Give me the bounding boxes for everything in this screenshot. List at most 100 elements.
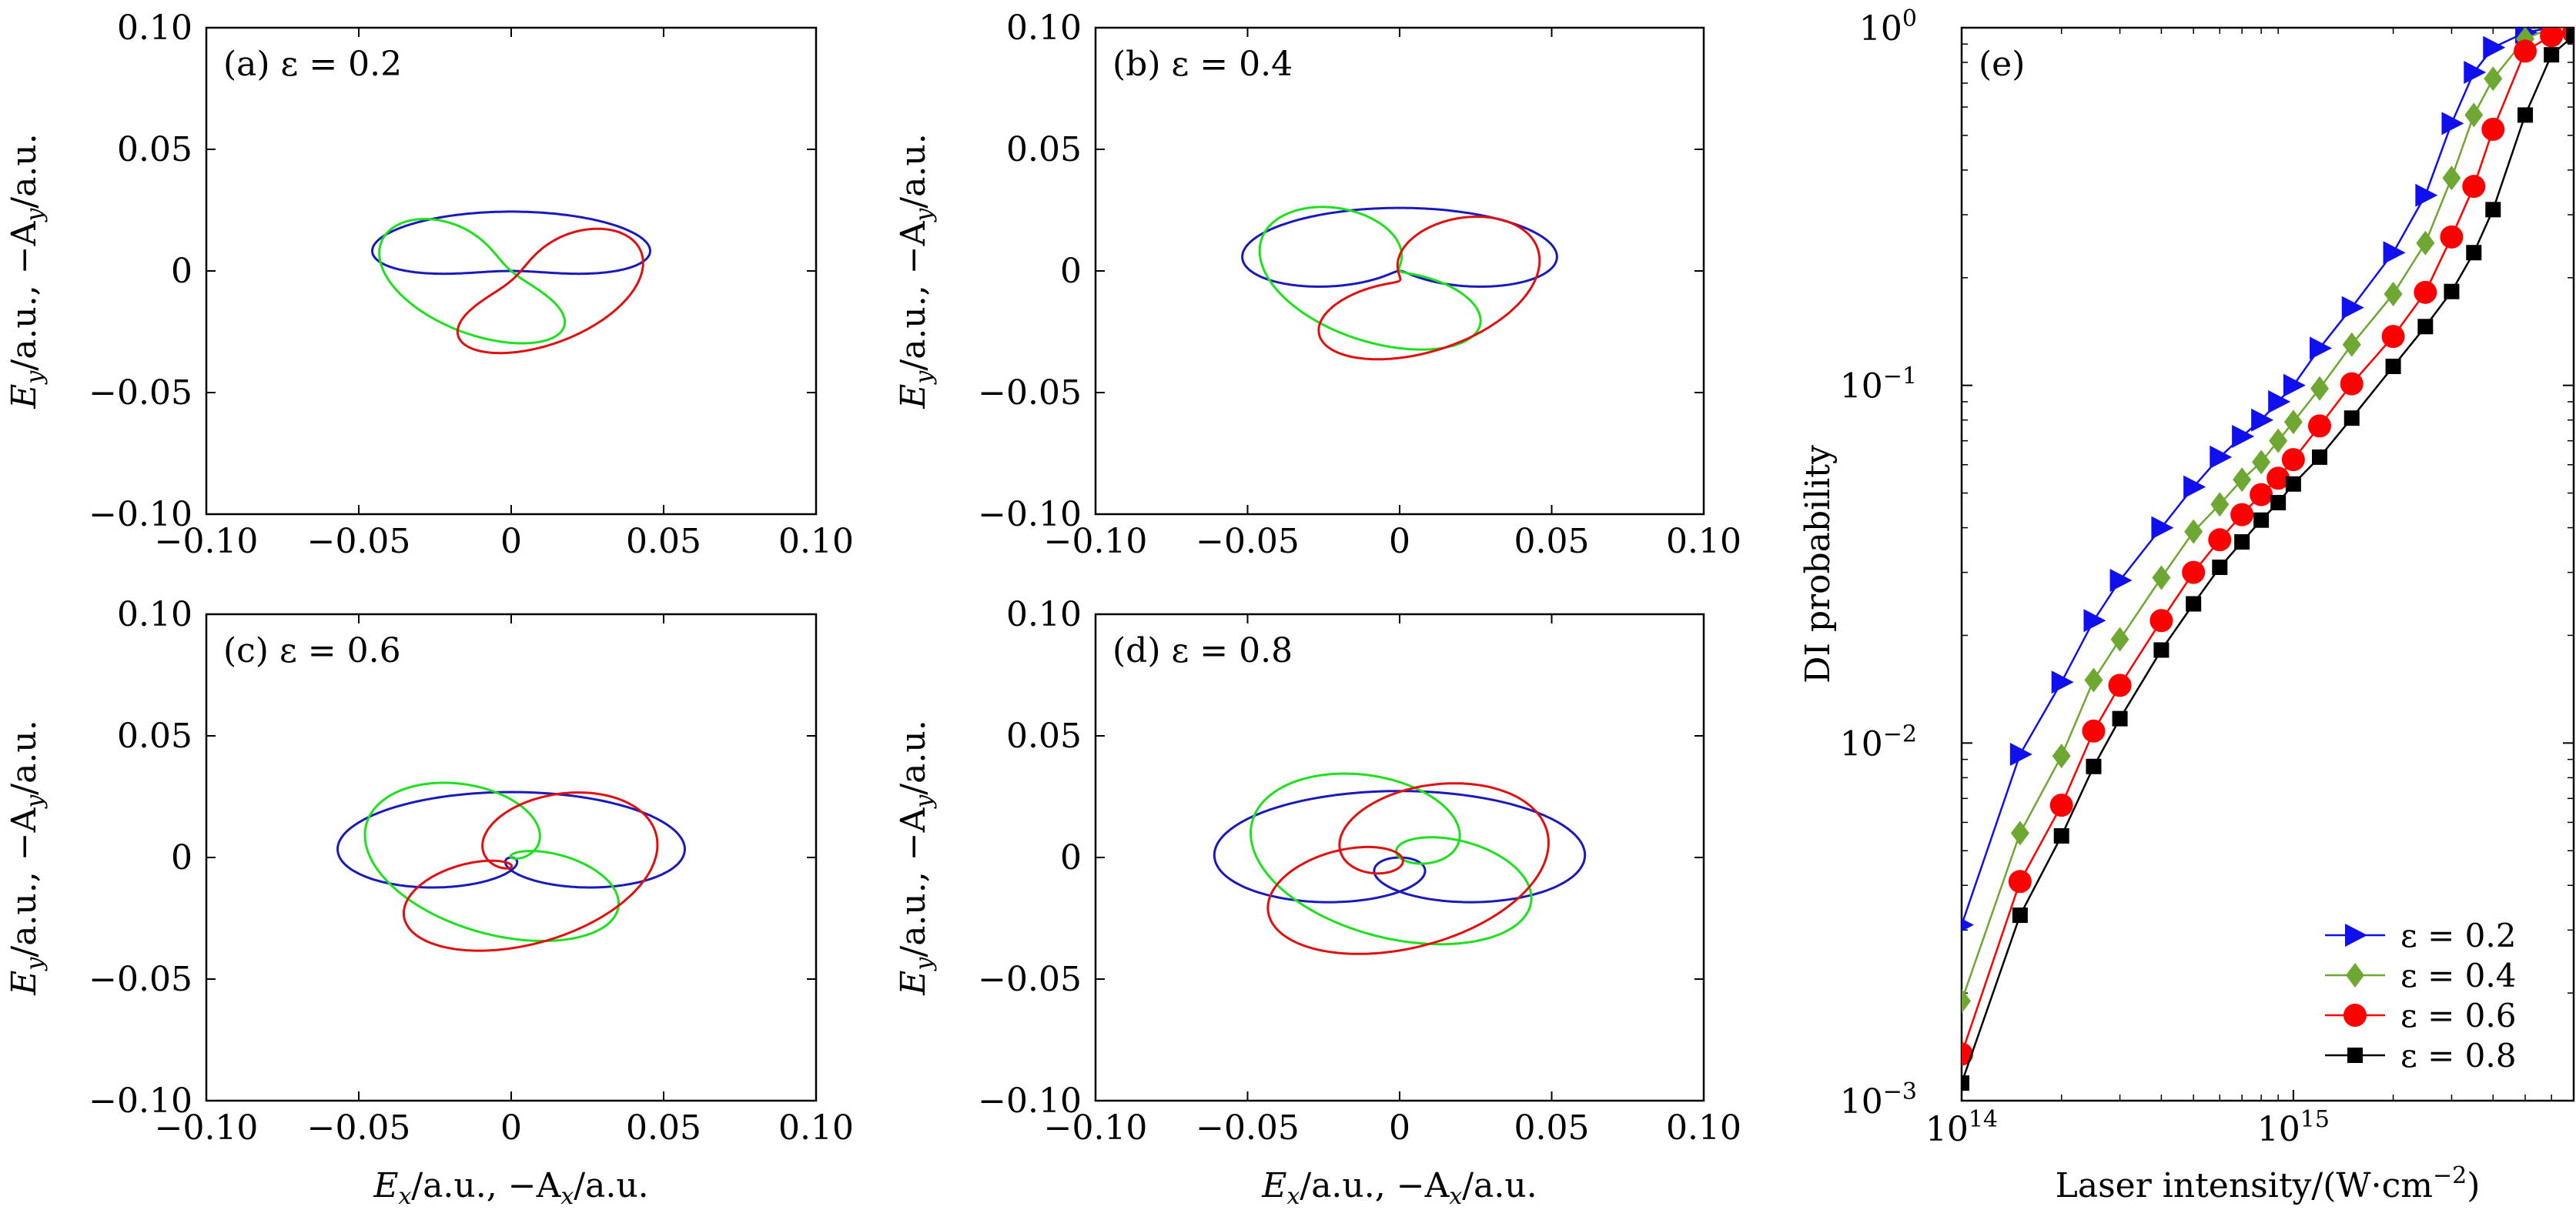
panel-d-ylabel-part: y [911,957,938,972]
panel-e-ylabel: DI probability [1798,445,1838,684]
panel-e-point-eps-04 [2516,28,2535,52]
panel-e-line-eps-06 [1962,31,2574,1055]
panel-d-ylabel-part: /a.u. [894,720,933,794]
panel-e-point-eps-04 [2269,428,2288,453]
panel-e-xlabel-part: ) [2467,1166,2480,1205]
panel-b-series-red [1317,215,1541,361]
panel-d-y-tick-label: 0.10 [1006,595,1082,634]
panel-e-line-eps-08 [1962,35,2574,1084]
panel-e-point-eps-08 [2053,827,2069,844]
legend-marker-eps-08 [2347,1048,2363,1063]
legend-label-eps-08: ε = 0.8 [2400,1037,2516,1075]
panel-e-point-eps-02 [2283,373,2306,397]
panel-e-point-eps-06 [2281,448,2305,472]
panel-c-xlabel-part: x [560,1183,574,1210]
panel-d-ylabel: Ey/a.u., −Ay/a.u. [894,720,938,995]
panel-e-point-eps-08 [2086,758,2102,774]
panel-a-y-tick-label: −0.05 [89,373,192,413]
panel-d-ylabel-part: /a.u., −A [894,807,933,957]
panel-c-ylabel-part: E [5,971,44,996]
panel-c-x-tick-label: −0.10 [155,1108,259,1148]
panel-e-point-eps-04 [2084,667,2103,693]
panel-e-x-tick-label: 1015 [2257,1106,2330,1149]
panel-e-point-eps-04 [2210,492,2230,517]
panel-e-xlabel-part: −2 [2433,1162,2467,1189]
panel-c-y-tick-label: −0.10 [89,1081,192,1121]
panel-a-x-tick-label: −0.05 [307,522,411,561]
panel-d-y-tick-label: 0 [1060,838,1082,877]
panel-e-y-tick-label: 100 [1859,5,1917,48]
panel-e-point-eps-06 [2250,483,2273,506]
panel-c-label: (c) ε = 0.6 [223,631,401,670]
panel-e-point-eps-02 [2009,742,2032,766]
panel-e-y-tick-exp: −3 [1883,1078,1917,1105]
panel-b-ylabel-part: /a.u. [894,133,933,208]
panel-c-xlabel-part: E [373,1166,398,1205]
panel-a-y-tick-label: 0.05 [117,130,192,169]
panel-e-y-tick-label: 10−2 [1840,720,1917,764]
panel-e-point-eps-06 [2514,39,2538,63]
panel-d-ylabel-part: y [911,794,938,810]
panel-e-point-eps-04 [2342,332,2361,357]
panel-e-line-eps-04 [1962,28,2574,1001]
panel-b-label: (b) ε = 0.4 [1112,45,1293,84]
panel-a-ylabel: Ey/a.u., −Ay/a.u. [5,133,49,409]
panel-e-point-eps-08 [2544,47,2560,63]
panel-e-y-tick-exp: −1 [1883,363,1917,390]
panel-c-y-tick-label: 0.10 [117,595,192,634]
panel-e-point-eps-02 [2341,296,2364,319]
panel-d-x-tick-label: 0 [1389,1108,1410,1148]
panel-e-plot-area [1962,28,2574,1091]
panel-b-x-tick-label: 0 [1389,522,1410,561]
panel-d-xlabel-part: /a.u., −A [1300,1166,1450,1205]
panel-e-point-eps-04 [2384,282,2403,307]
panel-e-point-eps-06 [2540,28,2564,48]
panel-e-point-eps-08 [2212,560,2228,576]
panel-e-point-eps-08 [2253,512,2270,528]
panel-e-point-eps-02 [2109,568,2133,592]
panel-e-point-eps-04 [2464,102,2484,128]
panel-e-point-eps-04 [2110,627,2129,652]
panel-e-point-eps-08 [2343,410,2360,426]
panel-b-ylabel-part: y [911,208,938,223]
panel-a-ylabel-part: /a.u., −A [5,220,44,370]
panel-e-point-eps-04 [2152,565,2171,590]
panel-c-series-green [363,781,620,942]
panel-c-ylabel: Ey/a.u., −Ay/a.u. [5,720,49,995]
panel-e-point-eps-08 [2444,283,2460,299]
panel-e-point-eps-04 [2283,409,2303,435]
panel-e-point-eps-04 [2010,821,2029,846]
panel-b-series-blue [1241,206,1558,288]
panel-e-point-eps-08 [2517,107,2534,123]
panel-e-xlabel-part: Laser intensity/(W·cm [2056,1166,2433,1205]
panel-c-y-tick-label: 0.05 [117,717,192,756]
panel-e-point-eps-06 [2481,117,2505,141]
panel-e-y-tick-label: 10−1 [1840,363,1917,406]
panel-b-y-tick-label: 0.05 [1006,130,1082,169]
panel-e-point-eps-08 [2285,476,2301,492]
panel-e-point-eps-02 [2083,609,2106,633]
panel-e-x-tick-label: 1014 [1925,1106,1998,1149]
panel-b-x-tick-label: 0.10 [1666,522,1741,561]
panel-d-label: (d) ε = 0.8 [1112,631,1293,670]
panel-d-series-red [1266,782,1550,955]
legend-label-eps-04: ε = 0.4 [2400,957,2516,994]
panel-a-series-green [378,218,567,345]
panel-a-ylabel-part: /a.u. [5,133,44,208]
panel-d-y-tick-label: 0.05 [1006,717,1082,756]
panel-e-point-eps-08 [2186,596,2202,612]
panel-d-x-tick-label: 0.10 [1666,1108,1741,1148]
panel-e-point-eps-02 [2464,61,2487,85]
panel-e-point-eps-08 [2385,359,2401,375]
panel-e-point-eps-08 [2417,319,2434,335]
panel-c-y-tick-label: 0 [171,838,192,877]
panel-e-point-eps-04 [2416,230,2435,256]
legend-marker-eps-06 [2343,1004,2367,1027]
panel-c-ylabel-part: /a.u. [5,720,44,794]
panel-e-point-eps-08 [2012,907,2028,924]
panel-c-xlabel-part: /a.u. [574,1166,648,1205]
panel-d-xlabel-part: E [1261,1166,1286,1205]
panel-e-point-eps-06 [2082,719,2106,743]
panel-e-point-eps-02 [2232,424,2255,448]
panel-e-x-tick-exp: 14 [1969,1106,1998,1133]
